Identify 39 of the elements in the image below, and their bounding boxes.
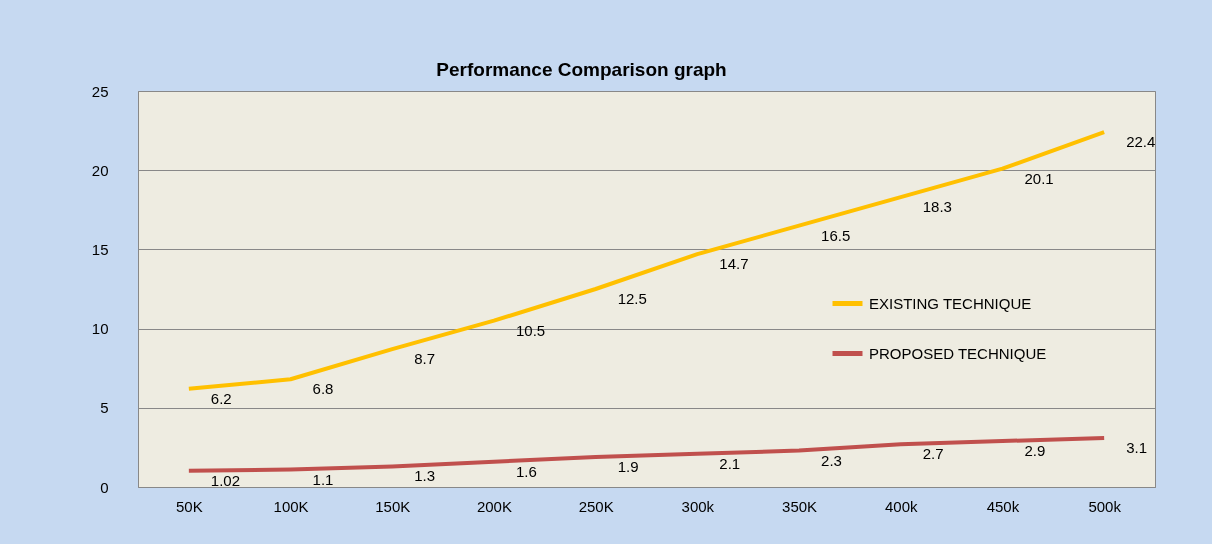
x-tick-label: 300k	[681, 497, 715, 515]
x-tick-label: 450k	[986, 497, 1020, 515]
data-label: 2.1	[719, 454, 741, 472]
data-label: 20.1	[1024, 169, 1054, 187]
data-label: 22.4	[1126, 133, 1156, 151]
chart-title: Performance Comparison graph	[436, 59, 727, 80]
y-tick-label: 25	[91, 82, 109, 100]
data-label: 14.7	[719, 255, 749, 273]
data-label: 2.9	[1024, 442, 1046, 460]
data-label: 18.3	[922, 198, 952, 216]
data-label: 2.7	[922, 445, 944, 463]
y-tick-label: 10	[91, 320, 109, 338]
y-tick-label: 15	[91, 240, 109, 258]
data-label: 1.3	[414, 467, 436, 485]
data-label: 12.5	[617, 290, 647, 307]
x-tick-label: 400k	[884, 497, 919, 515]
data-label: 16.5	[821, 226, 851, 244]
data-label: 1.02	[210, 471, 241, 489]
x-tick-label: 500k	[1088, 497, 1122, 515]
legend-label: PROPOSED TECHNIQUE	[869, 344, 1047, 362]
y-tick-label: 0	[100, 478, 109, 496]
data-label: 1.9	[617, 457, 639, 475]
x-tick-label: 50K	[176, 497, 203, 515]
data-label: 6.8	[312, 380, 334, 398]
x-tick-label: 100K	[273, 497, 309, 515]
x-tick-label: 250K	[578, 497, 614, 515]
data-label: 1.1	[312, 470, 334, 488]
data-label: 1.6	[515, 462, 537, 480]
data-label: 3.1	[1126, 438, 1148, 456]
data-label: 6.2	[210, 389, 232, 407]
data-label: 8.7	[414, 350, 436, 368]
y-tick-label: 5	[100, 399, 109, 417]
x-tick-label: 150K	[375, 497, 411, 515]
y-tick-label: 20	[91, 161, 109, 179]
data-label: 2.3	[821, 451, 842, 469]
data-label: 10.5	[515, 321, 546, 339]
legend-label: EXISTING TECHNIQUE	[869, 294, 1032, 312]
x-tick-label: 200K	[476, 497, 512, 515]
x-tick-label: 350K	[782, 497, 818, 515]
